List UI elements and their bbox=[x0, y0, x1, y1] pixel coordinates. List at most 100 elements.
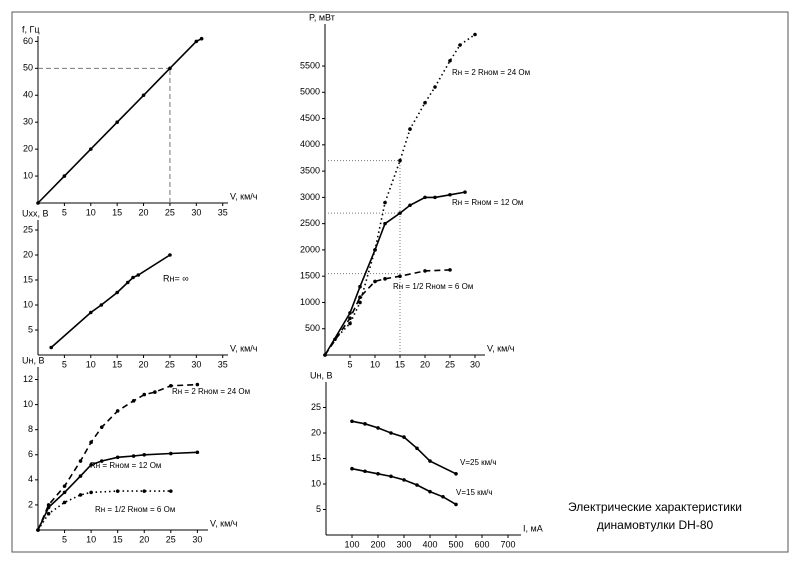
data-point bbox=[99, 303, 104, 307]
data-point bbox=[115, 489, 120, 493]
x-axis-label: V, км/ч bbox=[487, 343, 515, 353]
data-point bbox=[49, 345, 53, 350]
data-point bbox=[458, 43, 462, 47]
data-point bbox=[373, 279, 377, 284]
series-label: Rн = Rном = 12 Ом bbox=[90, 461, 161, 470]
data-point bbox=[142, 489, 147, 493]
data-point bbox=[115, 120, 119, 124]
y-tick-label: 8 bbox=[28, 424, 33, 434]
series-label: Rн = Rном = 12 Ом bbox=[452, 198, 523, 207]
x-tick-label: 15 bbox=[113, 534, 123, 544]
x-tick-label: 600 bbox=[474, 539, 489, 549]
data-point bbox=[199, 36, 204, 41]
x-tick-label: 5 bbox=[62, 359, 67, 369]
data-point bbox=[194, 39, 199, 44]
x-tick-label: 20 bbox=[139, 534, 149, 544]
x-tick-label: 700 bbox=[500, 539, 515, 549]
y-tick-label: 25 bbox=[311, 402, 321, 412]
data-point bbox=[115, 455, 120, 460]
x-tick-label: 5 bbox=[62, 534, 67, 544]
series-label: V=25 км/ч bbox=[460, 458, 497, 467]
data-point bbox=[89, 463, 93, 467]
data-point bbox=[350, 466, 354, 471]
x-axis-label: V, км/ч bbox=[230, 191, 258, 201]
data-point bbox=[78, 493, 83, 497]
data-point bbox=[115, 290, 119, 295]
caption: Электрические характеристики bbox=[568, 500, 742, 514]
data-point bbox=[142, 452, 147, 457]
y-tick-label: 4 bbox=[28, 474, 33, 484]
data-point bbox=[195, 382, 200, 387]
y-axis-label: P, мВт bbox=[309, 12, 335, 22]
data-point bbox=[376, 472, 380, 476]
data-point bbox=[348, 321, 352, 326]
x-axis-label: V, км/ч bbox=[210, 518, 238, 528]
y-tick-label: 500 bbox=[305, 323, 320, 333]
data-point bbox=[358, 284, 362, 289]
y-tick-label: 2500 bbox=[300, 218, 320, 228]
data-point bbox=[423, 269, 427, 273]
data-point bbox=[383, 221, 387, 226]
x-tick-label: 25 bbox=[445, 359, 455, 369]
x-tick-label: 10 bbox=[86, 207, 96, 217]
x-tick-label: 15 bbox=[112, 359, 122, 369]
data-point bbox=[99, 459, 104, 463]
data-point bbox=[168, 253, 172, 257]
data-point bbox=[142, 392, 147, 397]
y-tick-label: 6 bbox=[28, 449, 33, 459]
y-tick-label: 4000 bbox=[300, 139, 320, 149]
x-tick-label: 300 bbox=[396, 539, 411, 549]
data-point bbox=[433, 195, 437, 200]
y-tick-label: 1500 bbox=[300, 271, 320, 281]
data-point bbox=[415, 446, 419, 451]
curve bbox=[37, 383, 198, 531]
y-axis-label: Uн, В bbox=[310, 370, 332, 380]
data-point bbox=[423, 195, 427, 200]
x-tick-label: 10 bbox=[86, 534, 96, 544]
x-tick-label: 30 bbox=[470, 359, 480, 369]
data-point bbox=[363, 469, 367, 474]
x-tick-label: 35 bbox=[218, 359, 228, 369]
x-tick-label: 500 bbox=[448, 539, 463, 549]
data-point bbox=[389, 431, 393, 435]
data-point bbox=[398, 211, 402, 215]
y-tick-label: 20 bbox=[23, 144, 33, 154]
y-tick-label: 12 bbox=[23, 374, 33, 384]
annotation: Rн= ∞ bbox=[163, 273, 189, 283]
x-axis-label: I, мА bbox=[523, 523, 543, 533]
curve bbox=[50, 254, 171, 349]
data-point bbox=[169, 489, 173, 493]
curve bbox=[351, 467, 457, 506]
data-point bbox=[428, 489, 432, 494]
y-tick-label: 1000 bbox=[300, 297, 320, 307]
data-point bbox=[169, 384, 173, 388]
data-point bbox=[415, 483, 419, 487]
y-axis-label: Uн, В bbox=[22, 355, 44, 365]
data-point bbox=[62, 484, 67, 488]
y-tick-label: 5000 bbox=[300, 87, 320, 97]
data-point bbox=[448, 192, 452, 197]
data-point bbox=[454, 472, 458, 476]
data-point bbox=[89, 440, 93, 445]
y-tick-label: 25 bbox=[23, 224, 33, 234]
x-tick-label: 30 bbox=[192, 534, 202, 544]
data-point bbox=[428, 459, 432, 463]
y-tick-label: 40 bbox=[23, 90, 33, 100]
y-tick-label: 10 bbox=[23, 399, 33, 409]
data-point bbox=[383, 277, 387, 281]
x-tick-label: 25 bbox=[166, 534, 176, 544]
x-tick-label: 30 bbox=[191, 207, 201, 217]
data-point bbox=[348, 316, 352, 321]
y-tick-label: 15 bbox=[311, 453, 321, 463]
data-point bbox=[473, 32, 477, 37]
curve bbox=[351, 420, 457, 475]
y-tick-label: 5 bbox=[316, 504, 321, 514]
x-tick-label: 15 bbox=[112, 207, 122, 217]
data-point bbox=[125, 280, 130, 285]
data-point bbox=[350, 419, 354, 424]
x-tick-label: 25 bbox=[165, 359, 175, 369]
x-tick-label: 10 bbox=[86, 359, 96, 369]
frame bbox=[11, 11, 789, 553]
y-tick-label: 5500 bbox=[300, 60, 320, 70]
